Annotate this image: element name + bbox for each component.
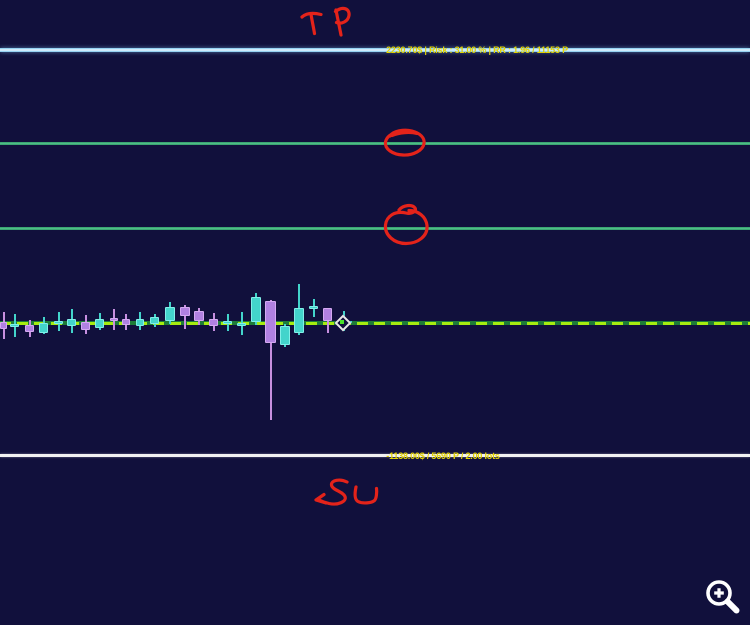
candle-wick xyxy=(184,305,186,329)
candle-body xyxy=(294,308,304,333)
candle-body xyxy=(81,322,90,330)
tp-line-label: 2230.70$ | Risk : 31.00 % | RR : 1.96 / … xyxy=(386,45,568,55)
zoom-in-cursor-icon[interactable] xyxy=(701,575,745,619)
plus-glyph xyxy=(714,588,724,598)
candle-body xyxy=(237,323,246,326)
candle-body xyxy=(280,326,290,345)
candle-body xyxy=(122,319,130,325)
candle-body xyxy=(265,301,276,343)
sl-line-label: -1138.00$ / 5690 P / 2.00 lots xyxy=(386,450,500,461)
candle-body xyxy=(0,322,7,329)
candle-body xyxy=(194,311,204,321)
candle-body xyxy=(323,308,332,321)
candle-body xyxy=(39,323,48,333)
candle-body xyxy=(223,321,232,324)
candle-body xyxy=(165,307,175,321)
candle-body xyxy=(67,319,76,326)
candle-body xyxy=(95,319,104,328)
candle-body xyxy=(25,325,34,332)
candle-body xyxy=(150,317,159,324)
magnifier-handle xyxy=(724,598,740,614)
candle-wick xyxy=(269,300,272,420)
candle-body xyxy=(136,319,144,326)
candle-body xyxy=(10,324,19,327)
candle-body xyxy=(110,318,118,321)
candle-body xyxy=(209,319,218,326)
upper-level-line[interactable] xyxy=(0,142,750,145)
candle-body xyxy=(54,321,63,324)
lower-level-line[interactable] xyxy=(0,227,750,230)
current-price-line xyxy=(0,321,750,325)
candle-body xyxy=(309,306,318,309)
candle-body xyxy=(251,297,261,322)
sl-line[interactable] xyxy=(0,454,750,457)
tp-line[interactable] xyxy=(0,48,750,52)
candle-body xyxy=(180,307,190,316)
